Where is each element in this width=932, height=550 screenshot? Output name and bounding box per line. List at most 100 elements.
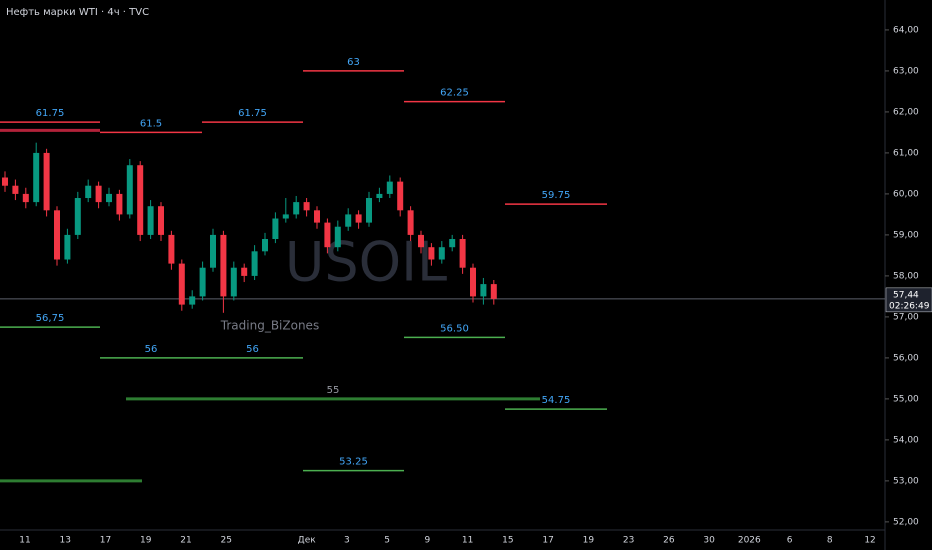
x-tick-label: 8 bbox=[827, 536, 833, 546]
level-label: 56 bbox=[246, 344, 259, 355]
candle-body bbox=[106, 193, 112, 203]
candle-body bbox=[126, 165, 133, 215]
candle-body bbox=[220, 234, 227, 297]
candle-body bbox=[64, 234, 71, 260]
candle-body bbox=[459, 239, 466, 268]
candle-body bbox=[116, 193, 123, 215]
y-tick-label: 62,00 bbox=[893, 107, 919, 117]
x-tick-label: 19 bbox=[140, 536, 152, 546]
candle-body bbox=[95, 185, 102, 203]
candle-body bbox=[324, 222, 331, 248]
candle-body bbox=[12, 185, 19, 194]
y-tick-label: 61,00 bbox=[893, 148, 919, 158]
x-tick-label: 30 bbox=[703, 536, 715, 546]
candle-body bbox=[397, 181, 404, 211]
x-tick-label: 19 bbox=[583, 536, 595, 546]
y-tick-label: 54,00 bbox=[893, 435, 919, 445]
x-tick-label: 3 bbox=[344, 536, 350, 546]
level-label: 61.5 bbox=[140, 118, 162, 129]
level-label: 54.75 bbox=[542, 395, 571, 406]
candle-body bbox=[490, 284, 497, 299]
candle-body bbox=[438, 247, 445, 260]
candle-body bbox=[334, 226, 341, 248]
level-label: 56.50 bbox=[440, 323, 469, 334]
candle-body bbox=[168, 234, 175, 264]
candle-body bbox=[293, 202, 300, 215]
candle-body bbox=[303, 202, 310, 211]
level-label: 56 bbox=[145, 344, 158, 355]
candle-body bbox=[282, 214, 289, 219]
candle-body bbox=[386, 181, 393, 194]
x-tick-label: 12 bbox=[864, 536, 875, 546]
level-label: 61.75 bbox=[36, 108, 65, 119]
x-tick-label: 17 bbox=[100, 536, 111, 546]
candle-body bbox=[158, 206, 164, 235]
candle-body bbox=[2, 177, 8, 186]
candle-body bbox=[418, 234, 424, 248]
candle-body bbox=[314, 210, 320, 223]
x-tick-label: 17 bbox=[542, 536, 553, 546]
candle-body bbox=[178, 263, 185, 305]
level-label: 55 bbox=[327, 385, 340, 396]
x-tick-label: 26 bbox=[663, 536, 675, 546]
candle-body bbox=[199, 267, 206, 297]
x-tick-label: 11 bbox=[19, 536, 30, 546]
y-tick-label: 53,00 bbox=[893, 476, 919, 486]
candle-body bbox=[428, 247, 435, 260]
candle-body bbox=[54, 210, 60, 260]
candle-body bbox=[230, 267, 237, 297]
x-tick-label: 15 bbox=[502, 536, 513, 546]
x-tick-label: 25 bbox=[220, 536, 231, 546]
x-tick-label: Дек bbox=[298, 536, 317, 546]
last-price-box bbox=[885, 287, 932, 313]
x-tick-label: 13 bbox=[60, 536, 71, 546]
candle-body bbox=[147, 206, 154, 235]
chart-title: Нефть марки WTI · 4ч · TVC bbox=[6, 7, 149, 18]
candle-body bbox=[470, 267, 476, 297]
candle-body bbox=[262, 239, 268, 252]
candle-body bbox=[33, 152, 40, 203]
y-tick-label: 63,00 bbox=[893, 66, 919, 76]
x-tick-label: 23 bbox=[623, 536, 634, 546]
y-tick-label: 60,00 bbox=[893, 189, 919, 199]
candle-body bbox=[480, 284, 487, 297]
candle-body bbox=[345, 214, 352, 227]
level-label: 62.25 bbox=[440, 88, 469, 99]
candle-body bbox=[407, 210, 414, 235]
author-mark: Trading_BiZones bbox=[220, 319, 319, 333]
y-tick-label: 55,00 bbox=[893, 394, 919, 404]
y-tick-label: 58,00 bbox=[893, 271, 919, 281]
level-label: 61.75 bbox=[238, 108, 267, 119]
level-label: 63 bbox=[347, 57, 360, 68]
level-label: 59.75 bbox=[542, 190, 571, 201]
x-tick-label: 5 bbox=[384, 536, 390, 546]
y-tick-label: 64,00 bbox=[893, 25, 919, 35]
y-tick-label: 59,00 bbox=[893, 230, 919, 240]
x-tick-label: 6 bbox=[787, 536, 793, 546]
x-tick-label: 21 bbox=[180, 536, 191, 546]
candle-body bbox=[272, 218, 279, 240]
y-tick-label: 57,00 bbox=[893, 312, 919, 322]
x-tick-label: 9 bbox=[425, 536, 431, 546]
candle-body bbox=[366, 198, 372, 223]
candle-body bbox=[22, 193, 29, 203]
candle-body bbox=[449, 239, 456, 248]
countdown: 02:26:49 bbox=[889, 301, 930, 311]
candle-body bbox=[251, 251, 258, 276]
candle-body bbox=[241, 267, 248, 276]
candle-body bbox=[137, 165, 144, 235]
y-tick-label: 52,00 bbox=[893, 517, 919, 527]
level-label: 56,75 bbox=[36, 313, 65, 324]
x-tick-label: 11 bbox=[462, 536, 473, 546]
candle-body bbox=[376, 193, 383, 199]
x-tick-label: 2026 bbox=[738, 536, 761, 546]
candle-body bbox=[85, 185, 92, 199]
y-tick-label: 56,00 bbox=[893, 353, 919, 363]
last-price-label: 57,44 bbox=[893, 290, 919, 300]
candle-body bbox=[189, 296, 196, 305]
candle-body bbox=[43, 152, 50, 211]
candle-body bbox=[74, 198, 81, 235]
level-label: 53.25 bbox=[339, 457, 368, 468]
